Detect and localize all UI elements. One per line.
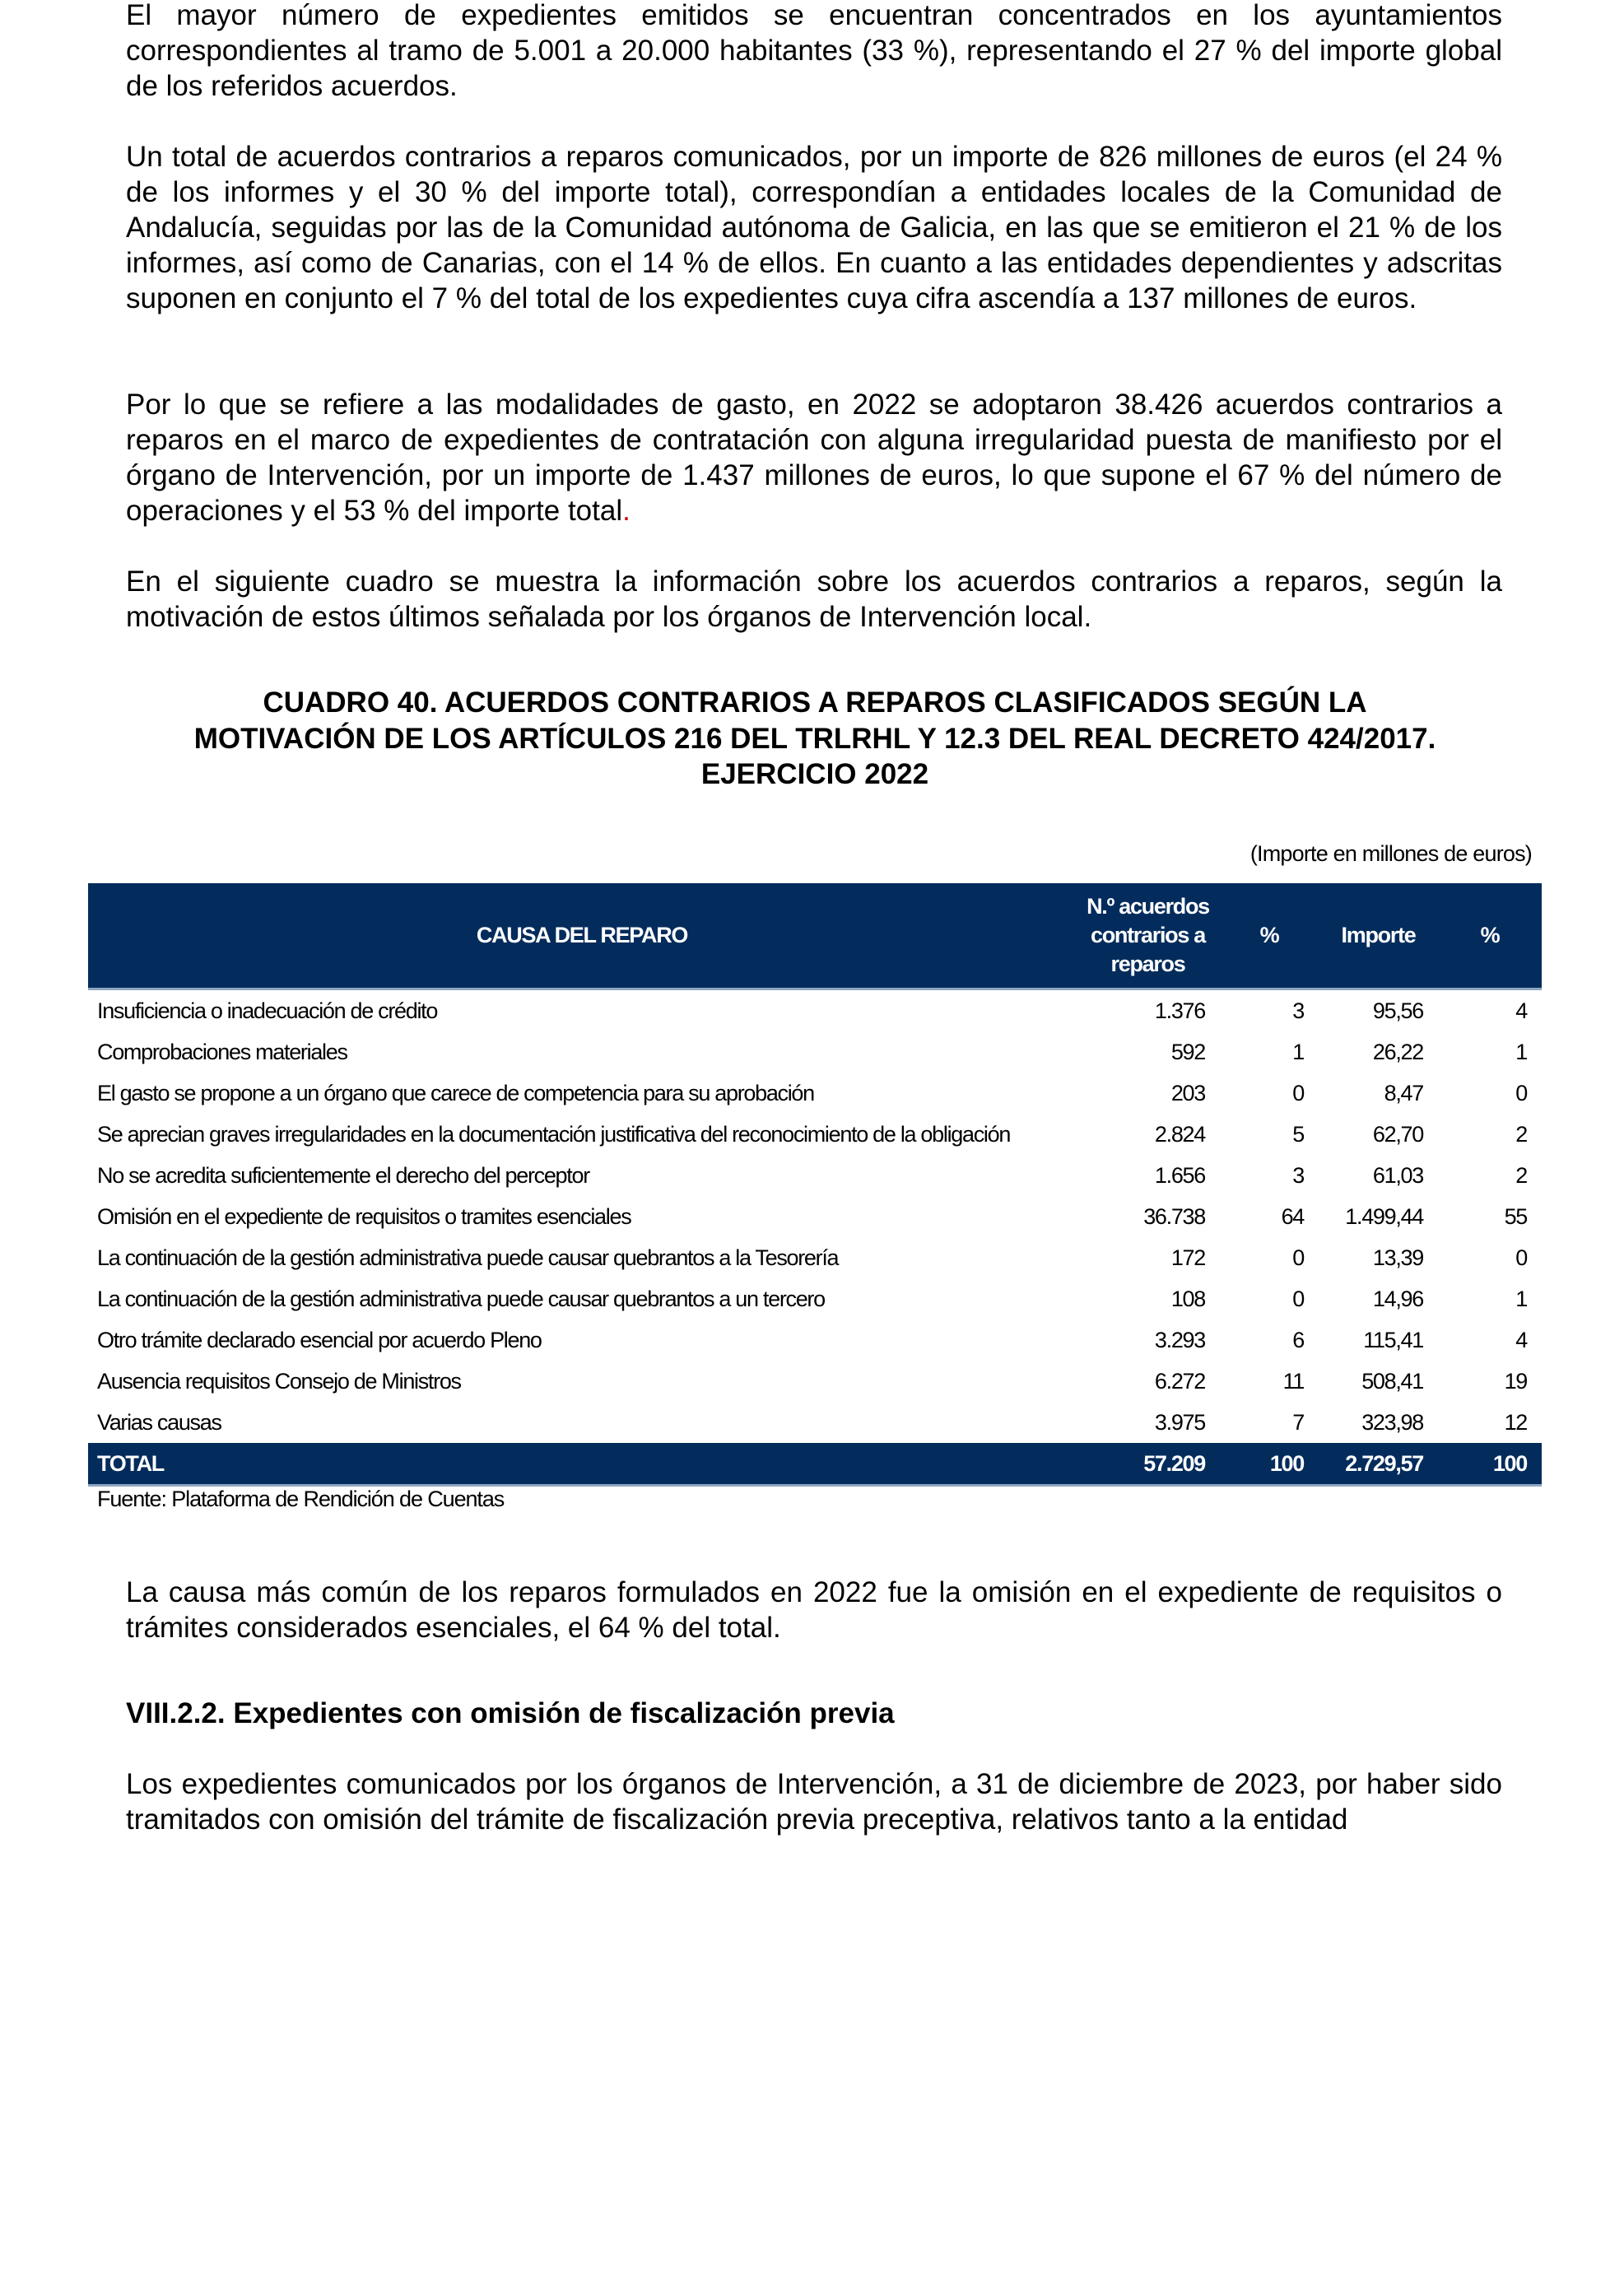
cell-num-acuerdos: 2.824 — [1154, 1121, 1206, 1147]
cell-causa: El gasto se propone a un órgano que care… — [97, 1080, 815, 1105]
cell-pct-importe: 4 — [1515, 998, 1528, 1023]
table-title-line: MOTIVACIÓN DE LOS ARTÍCULOS 216 DEL TRLR… — [193, 722, 1436, 755]
cell-causa: Omisión en el expediente de requisitos o… — [97, 1203, 632, 1229]
header-pct: % — [1220, 883, 1319, 990]
cell-pct-importe: 1 — [1515, 1286, 1528, 1311]
header-causa: CAUSA DEL REPARO — [88, 883, 1076, 990]
cell-causa: Comprobaciones materiales — [97, 1039, 348, 1064]
cell-causa: Insuficiencia o inadecuación de crédito — [97, 998, 438, 1023]
cell-causa: TOTAL — [88, 1443, 1076, 1487]
cell-causa: Se aprecian graves irregularidades en la… — [97, 1121, 1011, 1147]
table-row: Varias causas 3.975 7 323,98 12 — [88, 1402, 1542, 1443]
cell-num-acuerdos: 172 — [1170, 1245, 1206, 1270]
cell-causa: Ausencia requisitos Consejo de Ministros — [97, 1368, 462, 1394]
cell-pct: 0 — [1292, 1286, 1305, 1311]
cell-num-acuerdos: 36.738 — [1143, 1203, 1206, 1229]
cell-causa: La continuación de la gestión administra… — [97, 1286, 826, 1311]
cell-num-acuerdos: 3.975 — [1154, 1409, 1206, 1435]
cell-pct: 6 — [1292, 1327, 1305, 1352]
table-row: Insuficiencia o inadecuación de crédito 1… — [88, 989, 1542, 1032]
paragraph-5: La causa más común de los reparos formul… — [126, 1576, 1502, 1644]
cell-pct-importe: 1 — [1515, 1039, 1528, 1064]
paragraph-3: Por lo que se refiere a las modalidades … — [126, 387, 1502, 528]
cell-num-acuerdos: 3.293 — [1154, 1327, 1206, 1352]
paragraph-3-text: Por lo que se refiere a las modalidades … — [126, 389, 1502, 527]
table-total-row: TOTAL 57.209 100 2.729,57 100 — [88, 1443, 1542, 1487]
cell-num-acuerdos: 592 — [1170, 1039, 1206, 1064]
paragraph-2: Un total de acuerdos contrarios a reparo… — [126, 141, 1502, 314]
cell-importe: 1.499,44 — [1345, 1203, 1424, 1229]
units-note: (Importe en millones de euros) — [1249, 841, 1533, 866]
cell-pct: 64 — [1281, 1203, 1305, 1229]
cell-pct: 100 — [1220, 1443, 1319, 1487]
cell-pct-importe: 55 — [1504, 1203, 1529, 1229]
cell-pct-importe: 4 — [1515, 1327, 1528, 1352]
cell-pct: 11 — [1282, 1368, 1305, 1394]
cell-pct: 3 — [1292, 998, 1305, 1023]
cell-pct-importe: 19 — [1504, 1368, 1529, 1394]
cell-pct: 0 — [1292, 1245, 1305, 1270]
table-row: Ausencia requisitos Consejo de Ministros… — [88, 1361, 1542, 1402]
cell-causa: No se acredita suficientemente el derech… — [97, 1162, 590, 1188]
cell-pct-importe: 2 — [1515, 1121, 1528, 1147]
table-row: Omisión en el expediente de requisitos o… — [88, 1196, 1542, 1237]
cell-importe: 14,96 — [1372, 1286, 1424, 1311]
cell-num-acuerdos: 6.272 — [1154, 1368, 1206, 1394]
cell-causa: La continuación de la gestión administra… — [97, 1245, 840, 1270]
cell-causa: Varias causas — [97, 1409, 222, 1435]
cell-pct: 0 — [1292, 1080, 1305, 1105]
header-pct-importe: % — [1438, 883, 1542, 990]
cell-importe: 62,70 — [1372, 1121, 1424, 1147]
paragraph-3-end: . — [622, 495, 631, 527]
table-row: Otro trámite declarado esencial por acue… — [88, 1319, 1542, 1361]
cell-num-acuerdos: 1.376 — [1154, 998, 1206, 1023]
reparos-table: CAUSA DEL REPARO N.º acuerdos contrarios… — [88, 883, 1542, 1487]
cell-pct-importe: 0 — [1515, 1245, 1528, 1270]
table-row: No se acredita suficientemente el derech… — [88, 1155, 1542, 1196]
table-row: La continuación de la gestión administra… — [88, 1237, 1542, 1278]
paragraph-4: En el siguiente cuadro se muestra la inf… — [126, 565, 1502, 633]
paragraph-1: El mayor número de expedientes emitidos … — [126, 0, 1502, 102]
table-row: La continuación de la gestión administra… — [88, 1278, 1542, 1319]
cell-importe: 2.729,57 — [1319, 1443, 1438, 1487]
cell-importe: 26,22 — [1372, 1039, 1424, 1064]
source-note: Fuente: Plataforma de Rendición de Cuent… — [97, 1487, 505, 1511]
table-row: El gasto se propone a un órgano que care… — [88, 1073, 1542, 1114]
cell-causa: Otro trámite declarado esencial por acue… — [97, 1327, 542, 1352]
table-title-line: CUADRO 40. ACUERDOS CONTRARIOS A REPAROS… — [263, 686, 1367, 719]
header-importe: Importe — [1319, 883, 1438, 990]
section-heading: VIII.2.2. Expedientes con omisión de fis… — [126, 1697, 895, 1729]
cell-pct-importe: 12 — [1504, 1409, 1529, 1435]
table-title: CUADRO 40. ACUERDOS CONTRARIOS A REPAROS… — [88, 685, 1542, 793]
cell-num-acuerdos: 57.209 — [1076, 1443, 1220, 1487]
cell-pct-importe: 100 — [1438, 1443, 1542, 1487]
cell-pct-importe: 2 — [1515, 1162, 1528, 1188]
cell-importe: 95,56 — [1372, 998, 1424, 1023]
cell-importe: 13,39 — [1372, 1245, 1424, 1270]
table-row: Se aprecian graves irregularidades en la… — [88, 1114, 1542, 1155]
cell-pct: 3 — [1292, 1162, 1305, 1188]
cell-num-acuerdos: 108 — [1170, 1286, 1206, 1311]
cell-num-acuerdos: 203 — [1170, 1080, 1206, 1105]
table-title-line: EJERCICIO 2022 — [700, 758, 929, 790]
cell-importe: 323,98 — [1361, 1409, 1424, 1435]
cell-importe: 8,47 — [1384, 1080, 1425, 1105]
table-header-row: CAUSA DEL REPARO N.º acuerdos contrarios… — [88, 883, 1542, 990]
cell-importe: 115,41 — [1363, 1327, 1424, 1352]
cell-num-acuerdos: 1.656 — [1154, 1162, 1206, 1188]
paragraph-6: Los expedientes comunicados por los órga… — [126, 1768, 1502, 1836]
cell-pct: 7 — [1292, 1409, 1305, 1435]
cell-pct: 5 — [1292, 1121, 1305, 1147]
cell-pct-importe: 0 — [1515, 1080, 1528, 1105]
cell-pct: 1 — [1292, 1039, 1305, 1064]
header-num-acuerdos: N.º acuerdos contrarios a reparos — [1076, 883, 1220, 990]
cell-importe: 61,03 — [1372, 1162, 1424, 1188]
cell-importe: 508,41 — [1361, 1368, 1424, 1394]
table-row: Comprobaciones materiales 592 1 26,22 1 — [88, 1031, 1542, 1073]
